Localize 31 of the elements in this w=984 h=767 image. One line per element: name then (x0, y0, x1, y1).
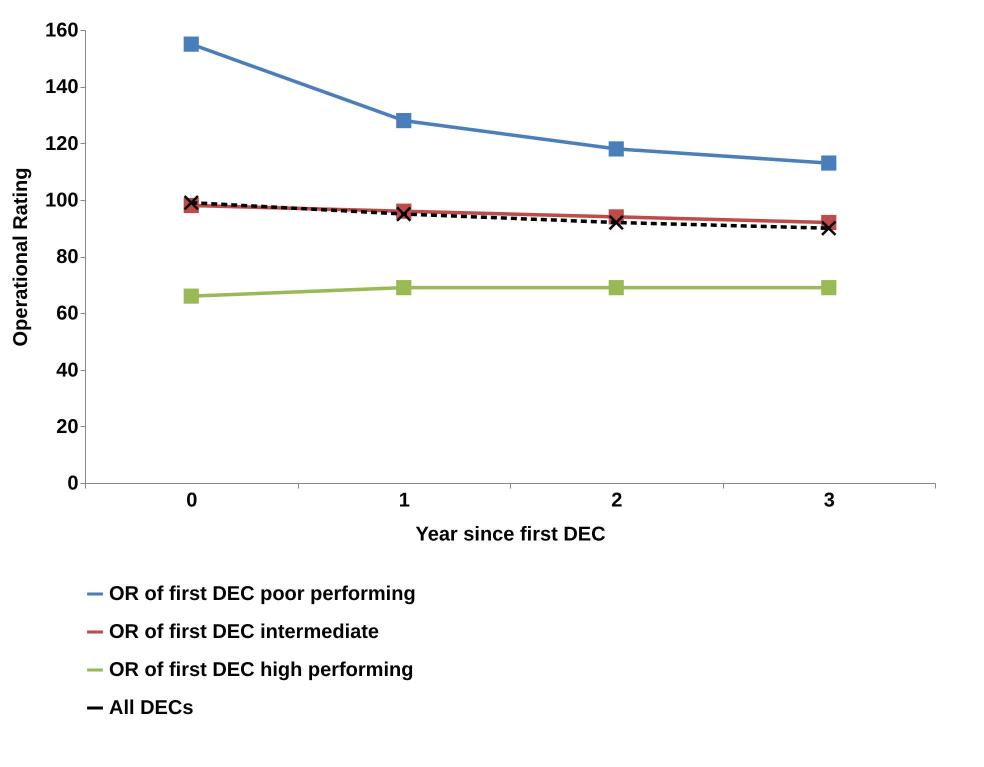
y-tick-label: 100 (45, 189, 78, 212)
y-tick-label: 0 (67, 472, 78, 494)
point (183, 194, 200, 211)
point (608, 214, 624, 230)
point (396, 280, 412, 296)
y-tick-label: 40 (56, 359, 78, 382)
y-tick-label: 160 (45, 20, 78, 42)
x-tick-label: 0 (186, 490, 198, 512)
y-axis-title: Operational Rating (10, 168, 32, 346)
legend-label: OR of first DEC poor performing (109, 583, 416, 605)
point (184, 36, 199, 52)
x-tick-label: 3 (824, 490, 835, 512)
x-axis-title: Year since first DEC (415, 524, 606, 546)
y-tick-label: 140 (45, 76, 78, 98)
legend-label: All DECs (109, 697, 194, 719)
point (820, 220, 837, 236)
point (396, 206, 412, 222)
x-tick-label: 2 (611, 490, 622, 512)
point (821, 280, 836, 296)
legend-label: OR of first DEC high performing (109, 659, 414, 681)
point (396, 113, 412, 128)
y-tick-label: 20 (56, 416, 78, 438)
legend-label: OR of first DEC intermediate (109, 621, 380, 643)
point (608, 280, 624, 296)
y-tick-label: 80 (56, 246, 78, 268)
x-tick-label: 1 (398, 490, 410, 512)
y-tick-label: 60 (56, 302, 78, 325)
point (608, 141, 624, 156)
y-tick-label: 120 (45, 132, 78, 155)
point (821, 155, 836, 171)
point (184, 288, 199, 304)
